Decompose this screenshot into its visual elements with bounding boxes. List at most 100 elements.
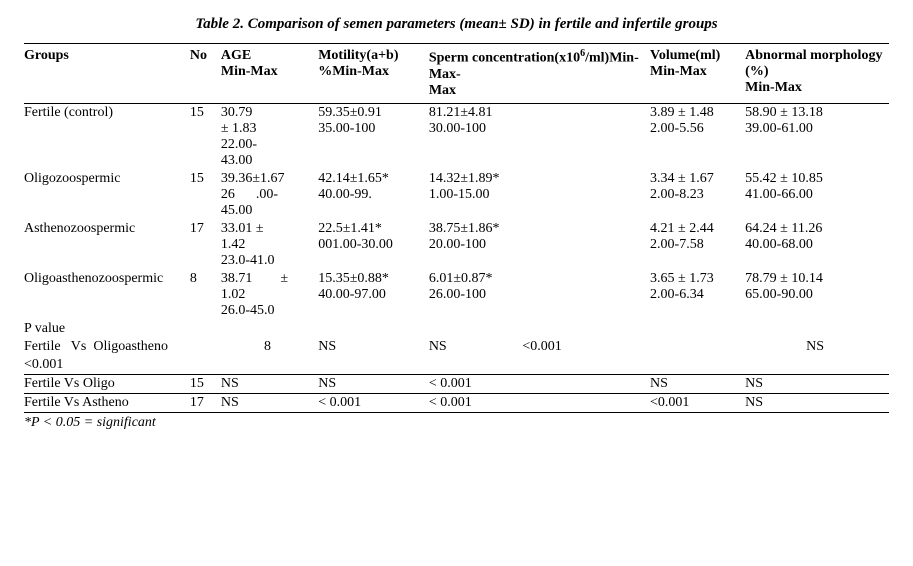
p-no: 15 [190,374,221,393]
v: 30.79 [221,105,253,120]
motility-minmax: Min-Max [332,64,389,79]
v: 23.0-41.0 [221,253,275,268]
v: 2.00-6.34 [650,287,704,302]
p-age: NS [221,374,318,393]
col-age: AGE Min-Max [221,44,318,104]
p-no: 8 [221,338,318,356]
p-vol: <0.001 [650,393,745,412]
cell-mot: 22.5±1.41* 001.00-30.00 [318,220,429,270]
v: 1.02 [221,287,246,302]
cell-age: 38.71 ± 1.02 26.0-45.0 [221,270,318,320]
v: 40.00-99. [318,187,372,202]
v: 26 .00- [221,187,278,202]
cell-conc: 14.32±1.89* 1.00-15.00 [429,170,650,220]
v: 58.90 ± 13.18 [745,105,823,120]
v: 15.35±0.88* [318,271,389,286]
v: 40.00-68.00 [745,237,813,252]
morph-label: Abnormal morphology (%) [745,48,882,79]
cell-age: 33.01 ± 1.42 23.0-41.0 [221,220,318,270]
v: 22.00- [221,137,257,152]
v: 78.79 ± 10.14 [745,271,823,286]
cell-mot: 42.14±1.65* 40.00-99. [318,170,429,220]
v: 3.34 ± 1.67 [650,171,714,186]
morph-minmax: Min-Max [745,80,802,95]
p-value-label: P value [24,320,889,338]
cell-conc: 38.75±1.86* 20.00-100 [429,220,650,270]
cell-morph: 58.90 ± 13.18 39.00-61.00 [745,104,889,170]
v: 2.00-7.58 [650,237,704,252]
v: 64.24 ± 11.26 [745,221,822,236]
p-name: Fertile Vs Oligo [24,374,190,393]
group-name: Fertile (control) [24,104,190,170]
v: 4.21 ± 2.44 [650,221,714,236]
cell-no: 8 [190,270,221,320]
p-morph: NS [745,374,889,393]
v: 2.00-8.23 [650,187,704,202]
age-label: AGE [221,48,251,63]
v: 38.71 ± [221,271,288,286]
cell-conc: 6.01±0.87* 26.00-100 [429,270,650,320]
v: 40.00-97.00 [318,287,386,302]
v: 81.21±4.81 [429,105,493,120]
p-morph: NS [745,338,889,356]
v: 55.42 ± 10.85 [745,171,823,186]
volume-label: Volume(ml) [650,48,720,63]
v: 26.00-100 [429,287,486,302]
cell-conc: 81.21±4.81 30.00-100 [429,104,650,170]
table-title: Table 2. Comparison of semen parameters … [24,16,889,33]
p-row-oligo: Fertile Vs Oligo 15 NS NS < 0.001 NS NS [24,374,889,393]
group-name: Oligozoospermic [24,170,190,220]
cell-vol: 4.21 ± 2.44 2.00-7.58 [650,220,745,270]
v: ± 1.83 [221,121,257,136]
v: 1.42 [221,237,246,252]
v: 3.89 ± 1.48 [650,105,714,120]
p-conc: < 0.001 [429,374,650,393]
conc-suffix: /ml) [585,51,609,66]
p-conc: < 0.001 [429,393,650,412]
v: 22.5±1.41* [318,221,382,236]
v: 45.00 [221,203,253,218]
table-row: Asthenozoospermic 17 33.01 ± 1.42 23.0-4… [24,220,889,270]
v: 2.00-5.56 [650,121,704,136]
p-vol [650,338,745,356]
p-value-header: P value [24,320,889,338]
col-volume: Volume(ml) Min-Max [650,44,745,104]
cell-mot: 15.35±0.88* 40.00-97.00 [318,270,429,320]
v: 38.75±1.86* [429,221,500,236]
v: 35.00-100 [318,121,375,136]
v: 65.00-90.00 [745,287,813,302]
p-name: Fertile Vs Astheno [24,393,190,412]
v: 39.36±1.67 [221,171,285,186]
col-groups: Groups [24,44,190,104]
v: 20.00-100 [429,237,486,252]
cell-age: 39.36±1.67 26 .00- 45.00 [221,170,318,220]
table-row: Oligoasthenozoospermic 8 38.71 ± 1.02 26… [24,270,889,320]
footnote: *P < 0.05 = significant [24,413,889,431]
p-name: <0.001 [24,356,190,375]
group-name: Asthenozoospermic [24,220,190,270]
v: 6.01±0.87* [429,271,493,286]
p-row-oa: Fertile Vs Oligoastheno 8 NS NS <0.001 N… [24,338,889,356]
v: 14.32±1.89* [429,171,500,186]
v: 30.00-100 [429,121,486,136]
cell-mot: 59.35±0.91 35.00-100 [318,104,429,170]
v: 39.00-61.00 [745,121,813,136]
cell-no: 17 [190,220,221,270]
conc-prefix: Sperm concentration(x10 [429,51,580,66]
p-morph: NS [745,393,889,412]
volume-minmax: Min-Max [650,64,707,79]
cell-no: 15 [190,170,221,220]
col-concentration: Sperm concentration(x106/ml)Min-Max-Max [429,44,650,104]
cell-vol: 3.34 ± 1.67 2.00-8.23 [650,170,745,220]
cell-age: 30.79 ± 1.83 22.00- 43.00 [221,104,318,170]
v: 1.00-15.00 [429,187,490,202]
semen-table: Groups No AGE Min-Max Motility(a+b) %Min… [24,43,889,413]
table-row: Oligozoospermic 15 39.36±1.67 26 .00- 45… [24,170,889,220]
p-mot: < 0.001 [318,393,429,412]
v: 59.35±0.91 [318,105,382,120]
age-minmax: Min-Max [221,64,278,79]
v: NS [429,339,519,355]
v: 33.01 ± [221,221,264,236]
group-name: Oligoasthenozoospermic [24,270,190,320]
p-mot: NS [318,338,429,356]
